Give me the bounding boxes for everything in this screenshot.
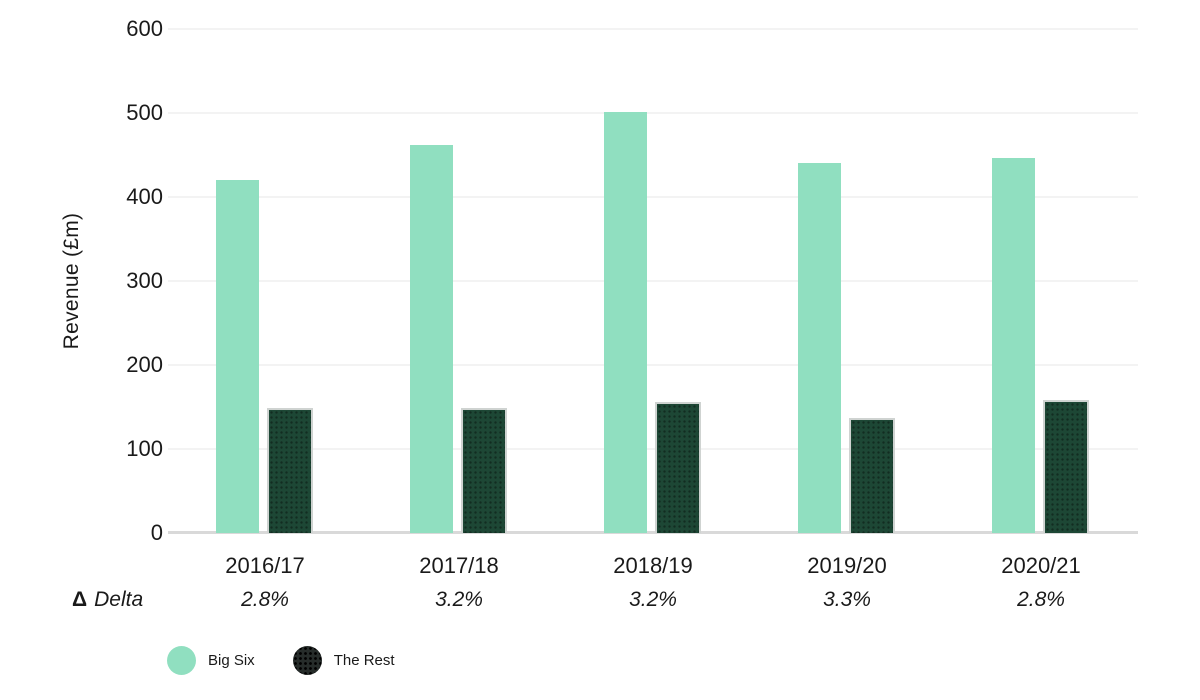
plot-area [168, 28, 1138, 534]
bar-the-rest-2017/18[interactable] [461, 408, 507, 533]
x-axis-label-2017/18: 2017/18 [419, 553, 499, 578]
gridline-200 [168, 364, 1138, 366]
y-tick-label-200: 200 [126, 352, 163, 377]
y-tick-label-400: 400 [126, 184, 163, 209]
gridline-400 [168, 196, 1138, 198]
gridline-300 [168, 280, 1138, 282]
legend-item-the-rest[interactable]: The Rest [292, 646, 395, 675]
bar-big-six-2019/20[interactable] [798, 163, 841, 533]
delta-value-2020/21: 2.8% [1017, 588, 1065, 611]
legend: Big Six The Rest [167, 646, 395, 675]
y-tick-label-100: 100 [126, 436, 163, 461]
y-tick-label-600: 600 [126, 16, 163, 41]
gridline-600 [168, 28, 1138, 30]
legend-item-big-six[interactable]: Big Six [167, 646, 255, 675]
legend-label: Big Six [208, 652, 255, 669]
delta-value-2016/17: 2.8% [241, 588, 289, 611]
bar-big-six-2020/21[interactable] [992, 158, 1035, 533]
gridline-100 [168, 448, 1138, 450]
x-axis-label-2019/20: 2019/20 [807, 553, 887, 578]
delta-row-label: Δ Delta [72, 587, 143, 612]
bar-big-six-2016/17[interactable] [216, 180, 259, 533]
bar-the-rest-2020/21[interactable] [1043, 400, 1089, 533]
y-tick-label-0: 0 [150, 520, 163, 545]
legend-swatch-icon [167, 646, 196, 675]
bar-the-rest-2016/17[interactable] [267, 408, 313, 533]
delta-value-2017/18: 3.2% [435, 588, 483, 611]
y-tick-label-300: 300 [126, 268, 163, 293]
bar-the-rest-2018/19[interactable] [655, 402, 701, 533]
y-tick-label-500: 500 [126, 100, 163, 125]
x-axis-line [168, 531, 1138, 534]
delta-symbol: Δ [72, 588, 88, 611]
gridline-500 [168, 112, 1138, 114]
bar-big-six-2018/19[interactable] [604, 112, 647, 533]
x-axis-label-2018/19: 2018/19 [613, 553, 693, 578]
x-axis-label-2020/21: 2020/21 [1001, 553, 1081, 578]
legend-label: The Rest [333, 652, 395, 669]
bar-big-six-2017/18[interactable] [410, 145, 453, 533]
legend-swatch-icon [292, 646, 322, 675]
bar-the-rest-2019/20[interactable] [849, 418, 895, 533]
delta-word: Delta [94, 588, 144, 611]
x-axis-label-2016/17: 2016/17 [225, 553, 305, 578]
delta-value-2019/20: 3.3% [823, 588, 871, 611]
delta-value-2018/19: 3.2% [629, 588, 677, 611]
